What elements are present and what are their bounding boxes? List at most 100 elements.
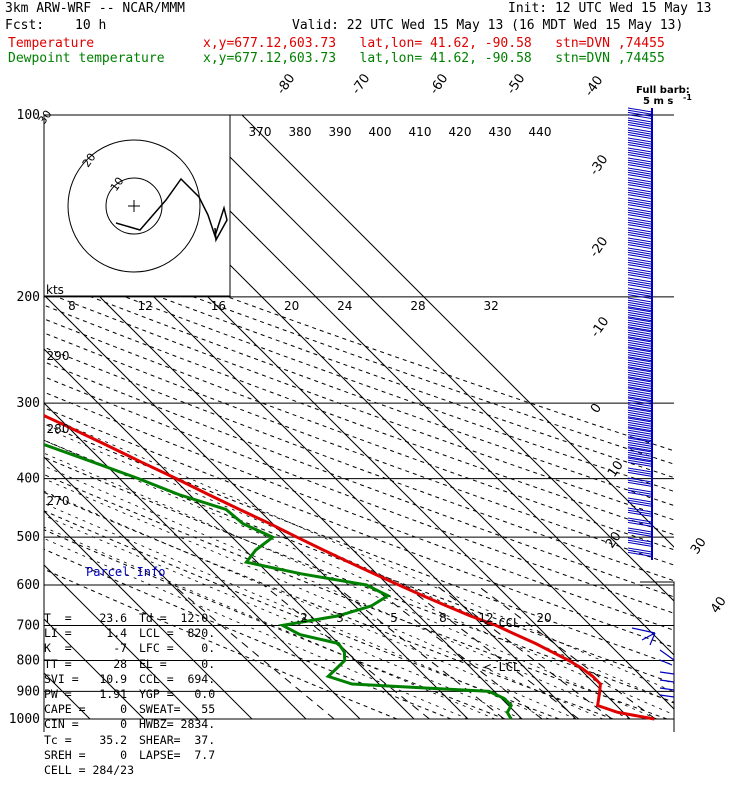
wind-barb [627, 177, 653, 190]
mixing-ratio-label: 5 [390, 611, 398, 625]
mixing-ratio-line [404, 584, 580, 720]
mixing-ratio-label: 8 [439, 611, 447, 625]
wind-barb [627, 187, 653, 200]
parcel-info-right: Td = 12.0 [139, 611, 209, 626]
theta-label: 430 [489, 125, 512, 139]
dry-adiabat-line [44, 376, 674, 614]
init-time: Init: 12 UTC Wed 15 May 13 [508, 1, 712, 16]
dry-adiabat-line [44, 529, 506, 720]
theta-label: 410 [409, 125, 432, 139]
mixing-ratio-label: .2 [296, 611, 307, 625]
mixing-ratio-line [263, 584, 430, 720]
parcel-info-right: LCL = 820. [139, 626, 216, 641]
hodograph-center [128, 200, 140, 212]
dry-adiabat-line [44, 227, 674, 452]
parcel-info-row: CAPE = 0 SWEAT= 55 [44, 702, 232, 717]
theta-e-label: 24 [337, 299, 352, 313]
isotherm-line [44, 240, 523, 720]
wind-barb [627, 407, 653, 422]
wind-barb [627, 367, 653, 382]
parcel-info-rows: T = 23.6 Td = 12.0 LI = 1.4 LCL = 820. K = -… [44, 611, 232, 778]
pressure-tick-label: 100 [17, 108, 40, 123]
mixing-ratio-label: 12 [478, 611, 493, 625]
wind-barb [627, 147, 653, 160]
valid-time: Valid: 22 UTC Wed 15 May 13 (16 MDT Wed … [292, 18, 684, 33]
parcel-info-row: SVI = 10.9 CCL = 694. [44, 672, 232, 687]
temperature-profile-line [44, 413, 655, 721]
isotherm-line [44, 402, 361, 720]
pressure-tick-label: 600 [17, 578, 40, 593]
wind-barb [627, 487, 653, 497]
parcel-info-left: PW = 1.91 [44, 687, 128, 702]
wind-barb [627, 447, 653, 462]
wind-barb [627, 247, 653, 260]
dry-adiabat-line [44, 318, 674, 551]
dry-adiabat-line [44, 474, 668, 720]
isotherm-label: -80 [274, 71, 298, 97]
dry-adiabat-line [44, 510, 560, 720]
isotherm-line [44, 348, 415, 720]
wind-barb [627, 267, 653, 280]
isotherm-label: -50 [504, 71, 528, 97]
dry-adiabat-line [44, 548, 452, 720]
parcel-info-left: T = 23.6 [44, 611, 128, 626]
hodograph-trace [115, 177, 228, 243]
wind-barb [627, 277, 653, 290]
pressure-tick-label: 500 [17, 530, 40, 545]
parcel-info-right: CCL = 694. [139, 671, 216, 686]
theta-e-label: 16 [211, 299, 226, 313]
isotherm-label: -70 [349, 71, 373, 97]
parcel-info-row: SREH = 0 LAPSE= 7.7 [44, 748, 232, 763]
parcel-info-left: TT = 28 [44, 656, 128, 671]
isotherm-label: -40 [582, 73, 606, 99]
wind-barb [627, 197, 653, 210]
parcel-info-left: SVI = 10.9 [44, 671, 128, 686]
parcel-info-right: EL = 0. [139, 656, 216, 671]
parcel-info-right: HWBZ= 2834. [139, 717, 216, 732]
wind-barb [627, 217, 653, 230]
isotherm-line [241, 115, 674, 548]
wind-barb [627, 497, 653, 507]
parcel-info-row: CELL = 284/23 [44, 763, 232, 778]
wind-barb [627, 237, 653, 250]
isotherm-line [187, 115, 674, 602]
theta-e-side-label: 280 [47, 422, 70, 436]
theta-e-side-label: 270 [47, 494, 70, 508]
hodograph-ring [67, 139, 201, 273]
wind-barb [627, 537, 653, 547]
dry-adiabat-line [44, 291, 674, 521]
theta-label: 370 [249, 125, 272, 139]
wind-barb [627, 347, 653, 362]
wind-barb [627, 337, 653, 352]
pressure-tick-label: 800 [17, 653, 40, 668]
hodograph-units: kts [46, 283, 64, 297]
wind-barb [627, 357, 653, 372]
parcel-info-right: SWEAT= 55 [139, 702, 216, 717]
isotherm-label: -60 [427, 71, 451, 97]
wind-barb [631, 627, 675, 698]
isotherm-line [44, 510, 253, 720]
pressure-tick-label: 900 [17, 684, 40, 699]
theta-label: 440 [529, 125, 552, 139]
mixing-ratio-line [369, 584, 543, 720]
wind-barb [627, 417, 653, 432]
parcel-info-row: TT = 28 EL = 0. [44, 657, 232, 672]
barb-key-exponent: -1 [683, 93, 692, 102]
dry-adiabat-line [44, 456, 674, 703]
theta-e-label: 12 [138, 299, 153, 313]
parcel-info-right: LAPSE= 7.7 [139, 747, 216, 762]
parcel-info-row: T = 23.6 Td = 12.0 [44, 611, 232, 626]
parcel-info-row: Tc = 35.2 SHEAR= 37. [44, 733, 232, 748]
wind-barb [627, 167, 653, 180]
parcel-info-row: CIN = 0 HWBZ= 2834. [44, 717, 232, 732]
forecast-label: Fcst: [5, 18, 45, 33]
parcel-info-panel: Parcel Info T = 23.6 Td = 12.0 LI = 1.4 LCL… [44, 535, 232, 793]
forecast-hour: 10 h [75, 18, 107, 33]
parcel-info-left: CIN = 0 [44, 717, 128, 732]
wind-barb [627, 227, 653, 240]
parcel-info-title: Parcel Info [86, 565, 166, 580]
pressure-tick-label: 300 [17, 396, 40, 411]
isotherm-line [44, 564, 199, 720]
parcel-info-left: CELL = 284/23 [44, 763, 135, 778]
dry-adiabat-line [44, 491, 614, 720]
